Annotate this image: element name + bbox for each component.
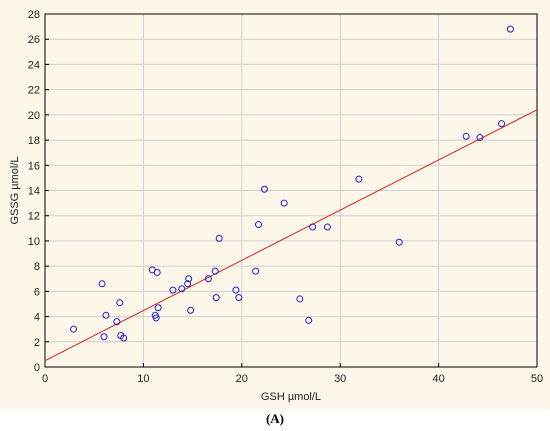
data-points <box>70 25 514 342</box>
x-tick-label: 40 <box>432 373 444 385</box>
y-tick-label: 20 <box>28 110 40 122</box>
data-point <box>305 316 313 324</box>
y-tick-label: 6 <box>34 286 40 298</box>
y-tick-label: 14 <box>28 186 40 198</box>
y-tick-label: 26 <box>28 34 40 46</box>
data-point <box>232 286 240 294</box>
y-tick-label: 22 <box>28 85 40 97</box>
y-tick-label: 24 <box>28 59 40 71</box>
data-point <box>280 199 288 207</box>
y-tick-label: 12 <box>28 211 40 223</box>
data-point <box>212 294 220 302</box>
data-point <box>211 267 219 275</box>
y-axis-title: GSSG µmol/L <box>9 156 21 224</box>
x-tick-label: 0 <box>42 373 48 385</box>
data-point <box>100 333 108 341</box>
x-tick-label: 20 <box>236 373 248 385</box>
data-point <box>355 175 363 183</box>
y-tick-label: 16 <box>28 160 40 172</box>
y-tick-label: 8 <box>34 261 40 273</box>
data-point <box>102 311 110 319</box>
data-point <box>98 280 106 288</box>
y-tick-label: 4 <box>34 312 40 324</box>
y-tick-label: 2 <box>34 337 40 349</box>
y-tick-label: 28 <box>28 9 40 21</box>
data-point <box>506 25 514 33</box>
data-point <box>204 275 212 283</box>
data-point <box>323 223 331 231</box>
data-point <box>395 238 403 246</box>
regression-line <box>44 109 538 362</box>
y-tick-label: 10 <box>28 236 40 248</box>
data-point <box>296 295 304 303</box>
data-point <box>152 314 160 322</box>
data-point <box>113 318 121 326</box>
data-point <box>120 334 128 342</box>
data-point <box>309 223 317 231</box>
data-point <box>462 132 470 140</box>
data-point <box>252 267 260 275</box>
data-point <box>169 286 177 294</box>
data-point <box>215 234 223 242</box>
chart-background <box>0 0 550 409</box>
data-point <box>154 304 162 312</box>
x-axis-tick-labels: 0 10 20 30 40 50 <box>42 373 543 385</box>
axis-ticks <box>44 13 538 368</box>
x-tick-label: 10 <box>137 373 149 385</box>
data-point <box>260 185 268 193</box>
y-tick-label: 0 <box>34 362 40 374</box>
data-point <box>476 134 484 142</box>
data-point <box>116 299 124 307</box>
data-point <box>498 120 506 128</box>
data-point <box>178 285 186 293</box>
data-point <box>235 294 243 302</box>
panel-caption: (A) <box>265 411 285 426</box>
x-tick-label: 50 <box>531 373 543 385</box>
y-tick-label: 18 <box>28 135 40 147</box>
x-axis-title: GSH µmol/L <box>261 391 321 403</box>
data-point <box>187 306 195 314</box>
data-point <box>70 325 78 333</box>
gridlines <box>45 14 537 367</box>
data-point <box>184 280 192 288</box>
data-point <box>255 221 263 229</box>
data-point <box>185 275 193 283</box>
x-tick-label: 30 <box>334 373 346 385</box>
data-point <box>153 268 161 276</box>
